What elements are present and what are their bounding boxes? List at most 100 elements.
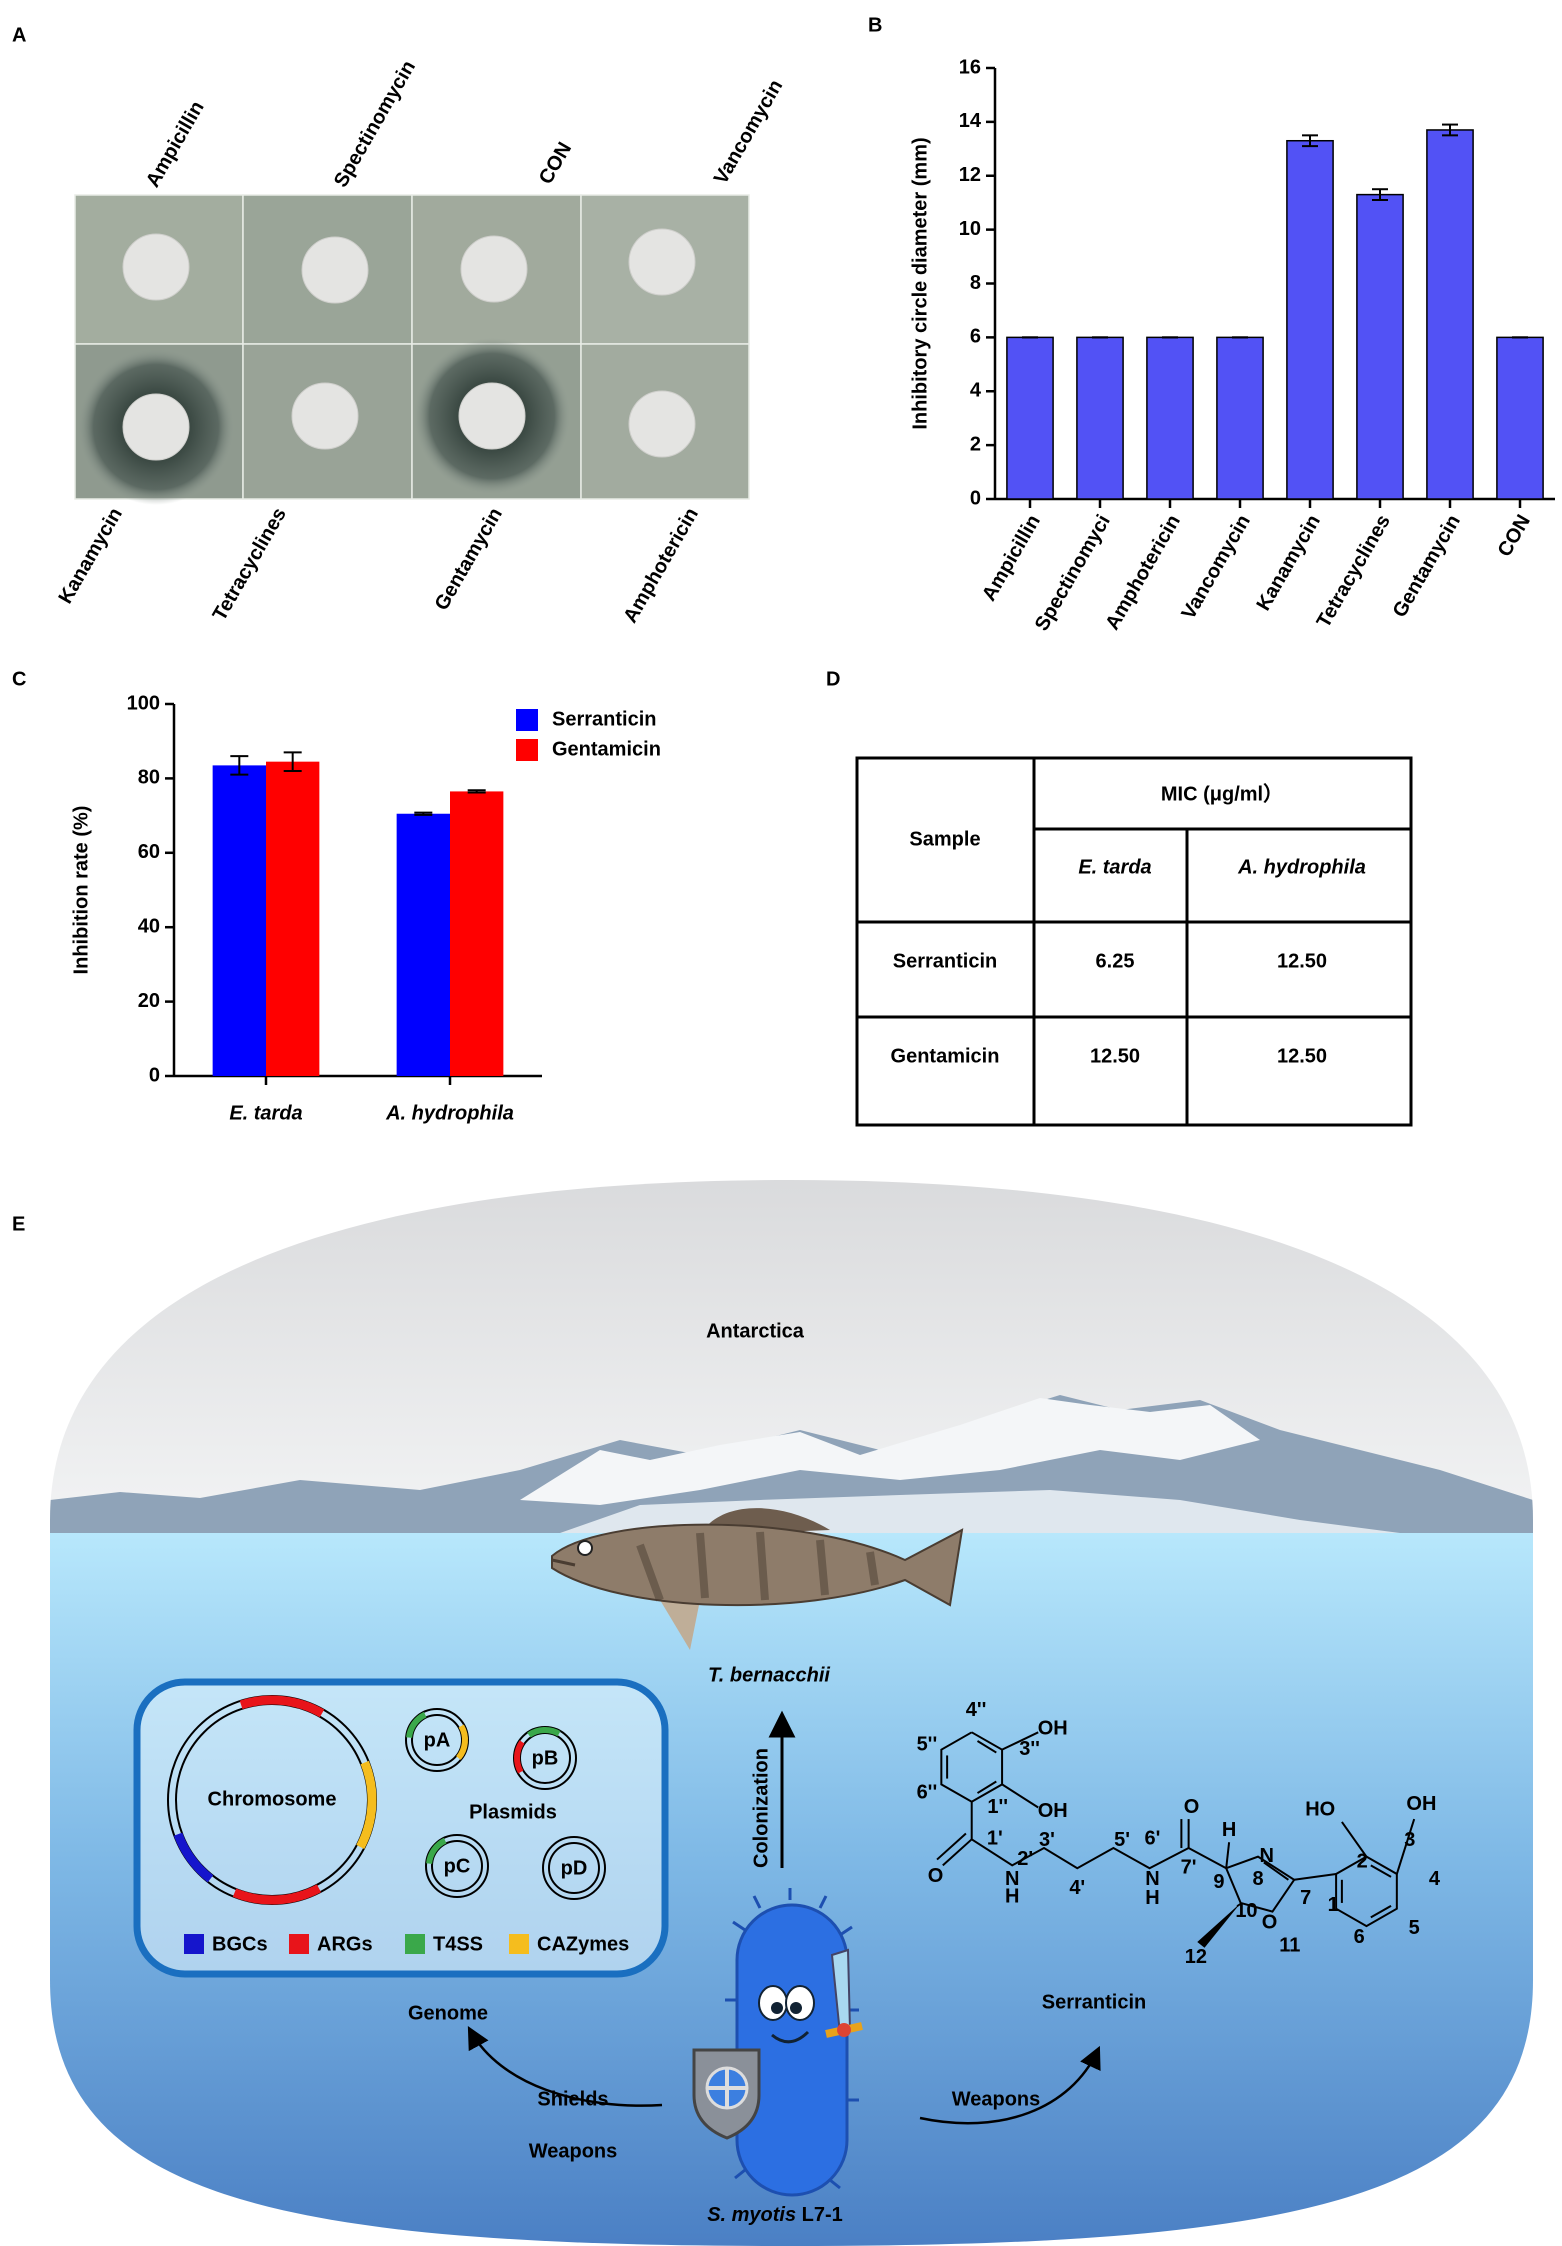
y-tick-label: 40 bbox=[138, 915, 160, 937]
y-tick-label: 100 bbox=[127, 692, 160, 714]
dish-label: Ampicillin bbox=[142, 97, 209, 191]
chromosome-label: Chromosome bbox=[208, 1788, 337, 1810]
atom-label: N bbox=[1005, 1868, 1019, 1890]
fish-mouth bbox=[551, 1558, 576, 1567]
atom-label: 11 bbox=[1279, 1935, 1300, 1957]
bar bbox=[1356, 193, 1404, 500]
atom-label: 3'' bbox=[1019, 1738, 1040, 1760]
plasmid-inner bbox=[411, 1714, 463, 1766]
atom-label: 4'' bbox=[966, 1699, 987, 1721]
table-border bbox=[855, 756, 1413, 1127]
legend-swatch bbox=[509, 1934, 529, 1954]
bond bbox=[970, 1801, 1227, 1870]
atom-label: 1 bbox=[1328, 1894, 1339, 1916]
y-tick-label: 60 bbox=[138, 841, 160, 863]
plasmid-inner bbox=[548, 1842, 600, 1894]
pupil bbox=[771, 2002, 783, 2014]
fish-fin bbox=[660, 1600, 700, 1650]
atom-label: 2' bbox=[1017, 1848, 1033, 1870]
atom-label: 5' bbox=[1114, 1829, 1130, 1851]
atom-label: H bbox=[1005, 1885, 1019, 1907]
table-cell: 12.50 bbox=[1277, 1045, 1327, 1067]
table-header: MIC (μg/ml） bbox=[1161, 782, 1283, 805]
table-header: Sample bbox=[909, 828, 980, 850]
dish-label: Gentamycin bbox=[431, 504, 507, 614]
snow-peaks bbox=[520, 1398, 1260, 1505]
dish-label: Vancomycin bbox=[710, 76, 787, 188]
bond bbox=[1341, 1821, 1368, 1858]
pupil bbox=[790, 2002, 802, 2014]
y-tick-label: 0 bbox=[149, 1064, 160, 1086]
eye bbox=[758, 1985, 788, 2021]
atom-label: OH bbox=[1038, 1718, 1068, 1740]
bar bbox=[1146, 336, 1194, 500]
gene-arc bbox=[239, 1695, 325, 1718]
shields-label: Shields bbox=[537, 2088, 608, 2110]
x-tick-label: CON bbox=[1494, 511, 1535, 560]
legend-swatch bbox=[516, 709, 538, 731]
legend-swatch bbox=[184, 1934, 204, 1954]
panel-label: D bbox=[826, 668, 840, 690]
bar bbox=[212, 765, 266, 1076]
atom-label: 6' bbox=[1145, 1828, 1161, 1850]
atom-label: 5'' bbox=[917, 1734, 938, 1756]
bond bbox=[1225, 1842, 1231, 1869]
legend-swatch bbox=[516, 739, 538, 761]
legend-label: Gentamicin bbox=[552, 738, 661, 760]
gene-arc bbox=[527, 1727, 561, 1738]
paper-disc bbox=[628, 390, 696, 458]
location: Antarctica bbox=[706, 1320, 805, 1342]
atom-label: H bbox=[1145, 1887, 1159, 1909]
x-tick-label: Ampicillin bbox=[978, 511, 1045, 605]
fish-stripes bbox=[636, 1531, 879, 1602]
panel-label: C bbox=[12, 668, 26, 690]
plasmid-outer bbox=[542, 1836, 606, 1900]
shields-arrow bbox=[467, 2026, 663, 2107]
y-tick-label: 4 bbox=[970, 380, 982, 402]
compound-label: Serranticin bbox=[1042, 1991, 1146, 2013]
sword-gem bbox=[837, 2023, 851, 2037]
atom-label: 9 bbox=[1213, 1871, 1224, 1893]
bond bbox=[1225, 1855, 1296, 1913]
bar bbox=[396, 813, 450, 1076]
shield-cross bbox=[707, 2068, 747, 2108]
bar bbox=[1076, 336, 1124, 500]
bond bbox=[976, 1780, 997, 1794]
legend-swatch bbox=[405, 1934, 425, 1954]
legend-label: T4SS bbox=[433, 1933, 483, 1955]
bar bbox=[450, 791, 504, 1076]
atom-label: 7 bbox=[1300, 1887, 1311, 1909]
table-cell: 12.50 bbox=[1277, 950, 1327, 972]
bond bbox=[942, 1838, 973, 1867]
atom-label: 2 bbox=[1357, 1851, 1368, 1873]
wedge-bond bbox=[1197, 1902, 1241, 1948]
gene-arc bbox=[456, 1724, 468, 1760]
atom-label: 6'' bbox=[917, 1781, 938, 1803]
paper-disc bbox=[122, 233, 190, 301]
fish bbox=[551, 1508, 964, 1650]
bond bbox=[976, 1740, 997, 1754]
y-axis-label: Inhibitory circle diameter (mm) bbox=[909, 137, 931, 429]
atom-label: OH bbox=[1406, 1793, 1436, 1815]
paper-disc bbox=[628, 228, 696, 296]
bar bbox=[1286, 139, 1334, 500]
legend-label: BGCs bbox=[212, 1933, 268, 1955]
atom-label: 10 bbox=[1235, 1900, 1257, 1922]
bar bbox=[1216, 336, 1264, 500]
table-cell: Serranticin bbox=[893, 950, 997, 972]
y-axis-label: Inhibition rate (%) bbox=[70, 806, 92, 975]
panel-label: B bbox=[868, 14, 882, 36]
plasmids-label: Plasmids bbox=[469, 1801, 557, 1823]
genome-label: Genome bbox=[408, 2002, 488, 2024]
y-tick-label: 12 bbox=[959, 164, 981, 186]
dish-label: Kanamycin bbox=[54, 504, 126, 607]
strain: L7-1 bbox=[802, 2204, 843, 2226]
x-tick-label: Kanamycin bbox=[1252, 511, 1324, 614]
panel-label: A bbox=[12, 24, 26, 46]
paper-disc bbox=[122, 393, 190, 461]
bar bbox=[266, 761, 320, 1076]
atom-label: 7' bbox=[1181, 1857, 1197, 1879]
bond bbox=[1263, 1861, 1289, 1881]
gene-arc bbox=[426, 1837, 447, 1865]
x-tick-label: E. tarda bbox=[229, 1102, 302, 1124]
